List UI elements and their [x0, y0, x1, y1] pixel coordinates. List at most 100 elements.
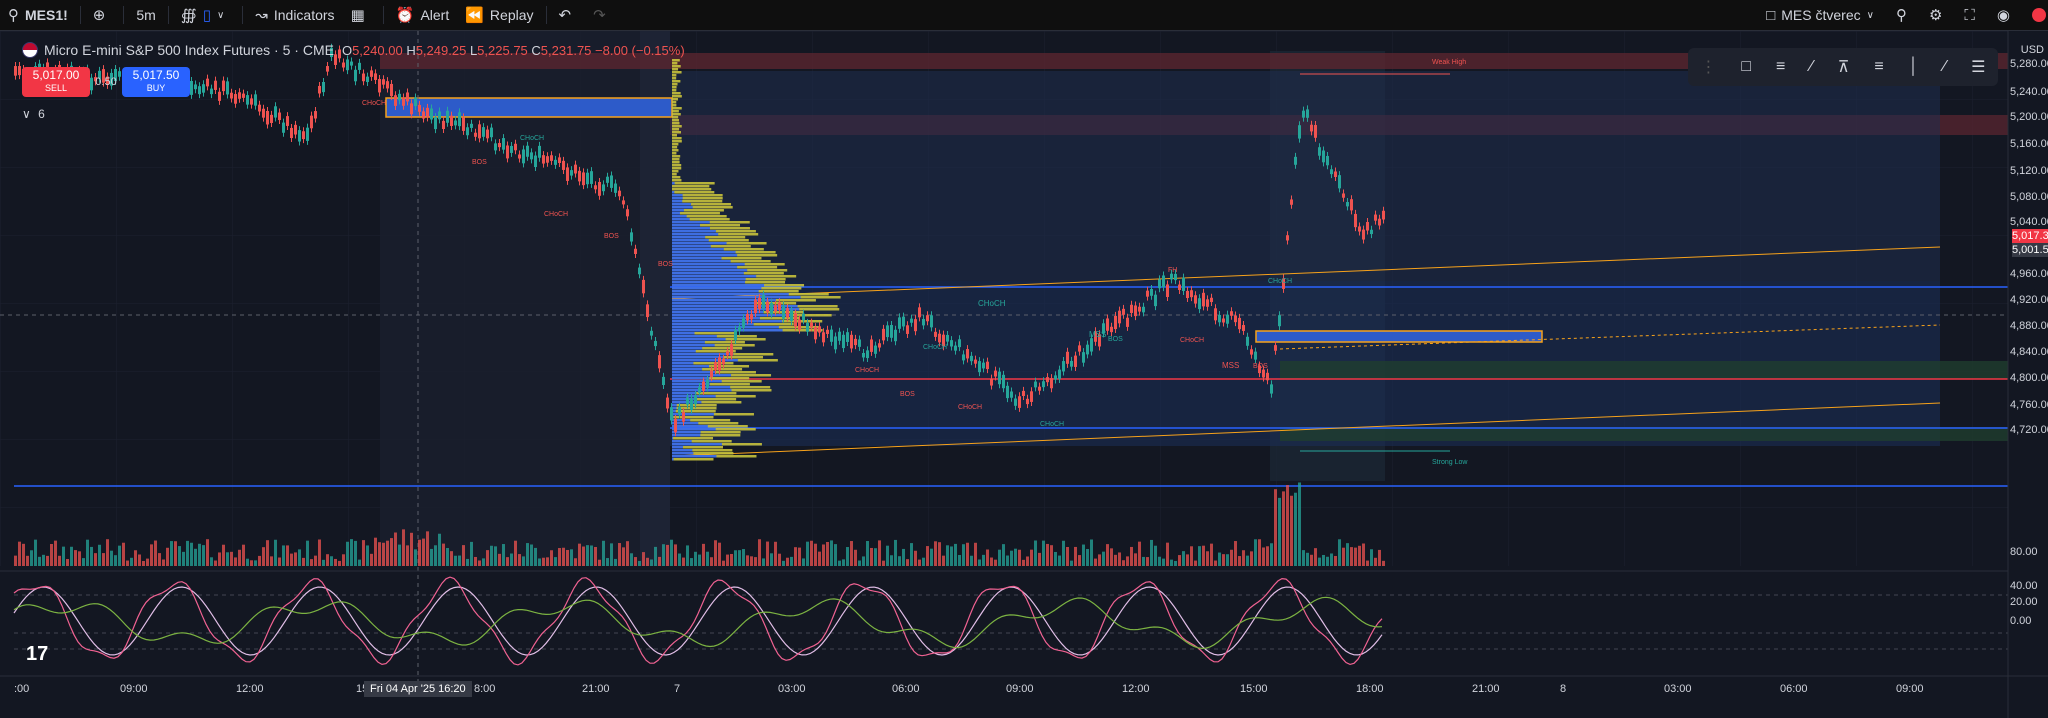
fullscreen-button[interactable]: ⛶ [1956, 0, 1989, 30]
price-label: 5,200.00 [2010, 111, 2048, 123]
templates-button[interactable]: ▦ [343, 0, 379, 30]
candle-body [990, 378, 993, 386]
volume-bar [886, 545, 889, 566]
candle-body [1186, 290, 1189, 299]
vertical-line-tool-icon[interactable]: │ [1908, 58, 1919, 75]
compare-button[interactable]: ⊕ [85, 0, 120, 30]
time-label: 03:00 [1664, 683, 1692, 695]
brush-tool-icon[interactable]: ∕ [1943, 58, 1947, 75]
buy-button[interactable]: 5,017.50 BUY [122, 67, 190, 97]
candle-body [842, 334, 845, 349]
volume-bar [922, 557, 925, 566]
volume-bar [734, 550, 737, 566]
candle-body [542, 155, 545, 164]
candle-body [1050, 378, 1053, 389]
candle-body [1266, 372, 1269, 381]
candle-body [730, 344, 733, 356]
candle-body [1174, 273, 1177, 281]
volume-bar [942, 555, 945, 566]
trendline-tool-icon[interactable]: ∕ [1810, 58, 1813, 75]
volume-bar [814, 543, 817, 566]
candle-body [874, 345, 877, 354]
sell-button[interactable]: 5,017.00 SELL [22, 67, 90, 97]
profile-bar [672, 122, 680, 125]
rectangle-tool-icon[interactable]: □ [1741, 58, 1752, 75]
candle-body [458, 112, 461, 127]
volume-bar [38, 556, 41, 566]
undo-button[interactable]: ↶ [551, 0, 586, 30]
symbol-search[interactable]: ⚲ MES1! [0, 0, 76, 30]
tradingview-logo[interactable]: 17 [26, 643, 49, 665]
profile-bar [672, 89, 677, 92]
candle-body [1058, 369, 1061, 380]
candle-body [770, 302, 773, 315]
volume-bar [382, 542, 385, 566]
candle-body [794, 313, 797, 327]
candle-body [1074, 355, 1077, 367]
volume-bar [170, 541, 173, 566]
candle-body [494, 143, 497, 151]
profile-bar-va [672, 263, 745, 266]
candle-body [1086, 344, 1089, 355]
interval-button[interactable]: 5m [128, 0, 163, 30]
volume-bar [186, 540, 189, 566]
alert-button[interactable]: ⏰ Alert [388, 0, 457, 30]
volume-bar [1122, 560, 1125, 566]
quick-search-button[interactable]: ⚲ [1888, 0, 1921, 30]
profile-button[interactable] [2024, 0, 2048, 30]
volume-bar [850, 541, 853, 566]
bos-label: BOS [658, 261, 673, 268]
volume-bar [242, 544, 245, 566]
profile-bar [672, 161, 680, 164]
volume-bar [1134, 553, 1137, 566]
drag-handle-icon[interactable]: ⋮ [1700, 59, 1717, 76]
symbol-title[interactable]: Micro E-mini S&P 500 Index Futures · 5 ·… [44, 42, 334, 58]
volume-bar [1054, 551, 1057, 566]
candle-body [222, 80, 225, 92]
undo-icon: ↶ [558, 7, 572, 24]
profile-bar [672, 92, 681, 95]
profile-bar-va [672, 308, 800, 311]
volume-bar [1358, 545, 1361, 566]
indicators-toggle[interactable]: ∨ 6 [22, 107, 45, 121]
volume-bar [326, 554, 329, 566]
chart-area[interactable]: Weak High Strong Low CHoCH CHoCH CHoCH C… [0, 31, 2048, 718]
redo-button[interactable]: ↷ [585, 0, 620, 30]
candle-body [782, 305, 785, 319]
volume-bar [1370, 549, 1373, 566]
demand-zone [1280, 427, 2008, 441]
profile-bar-va [672, 374, 732, 377]
volume-bar [342, 554, 345, 566]
volume-bar [194, 548, 197, 566]
channel-tool-icon[interactable]: ≡ [1874, 58, 1884, 75]
volume-bar [1290, 495, 1293, 566]
time-label: 06:00 [892, 683, 920, 695]
volume-bar [838, 560, 841, 566]
snapshot-button[interactable]: ◉ [1989, 0, 2024, 30]
volume-bar [98, 544, 101, 566]
pitchfork-tool-icon[interactable]: ⊼ [1837, 59, 1850, 76]
settings-button[interactable]: ⚙ [1921, 0, 1956, 30]
volume-bar [746, 555, 749, 566]
high-value: 5,249.25 [415, 42, 467, 58]
time-label: 8:00 [474, 683, 496, 695]
volume-bar [30, 550, 33, 566]
fib-tool-icon[interactable]: ≡ [1775, 58, 1786, 75]
choch-label: CHoCH [978, 299, 1006, 308]
volume-bar [370, 553, 373, 566]
layout-button[interactable]: □ MES čtverec ∨ [1758, 0, 1888, 30]
volume-bar [410, 532, 413, 566]
candle-body [1014, 398, 1017, 406]
candle-body [414, 97, 417, 107]
indicators-button[interactable]: ↝ Indicators [247, 0, 342, 30]
camera-icon: ◉ [1996, 7, 2010, 24]
volume-bar [1318, 557, 1321, 566]
bar-style-button[interactable]: ∰ ▯ ∨ [173, 0, 238, 30]
chart-canvas[interactable]: Weak High Strong Low CHoCH CHoCH CHoCH C… [0, 31, 2048, 718]
volume-bar [1262, 547, 1265, 566]
candle-body [1346, 202, 1349, 207]
volume-bar [990, 557, 993, 566]
replay-button[interactable]: ⏪ Replay [457, 0, 541, 30]
volume-bar [970, 555, 973, 566]
menu-icon[interactable]: ☰ [1971, 59, 1986, 76]
